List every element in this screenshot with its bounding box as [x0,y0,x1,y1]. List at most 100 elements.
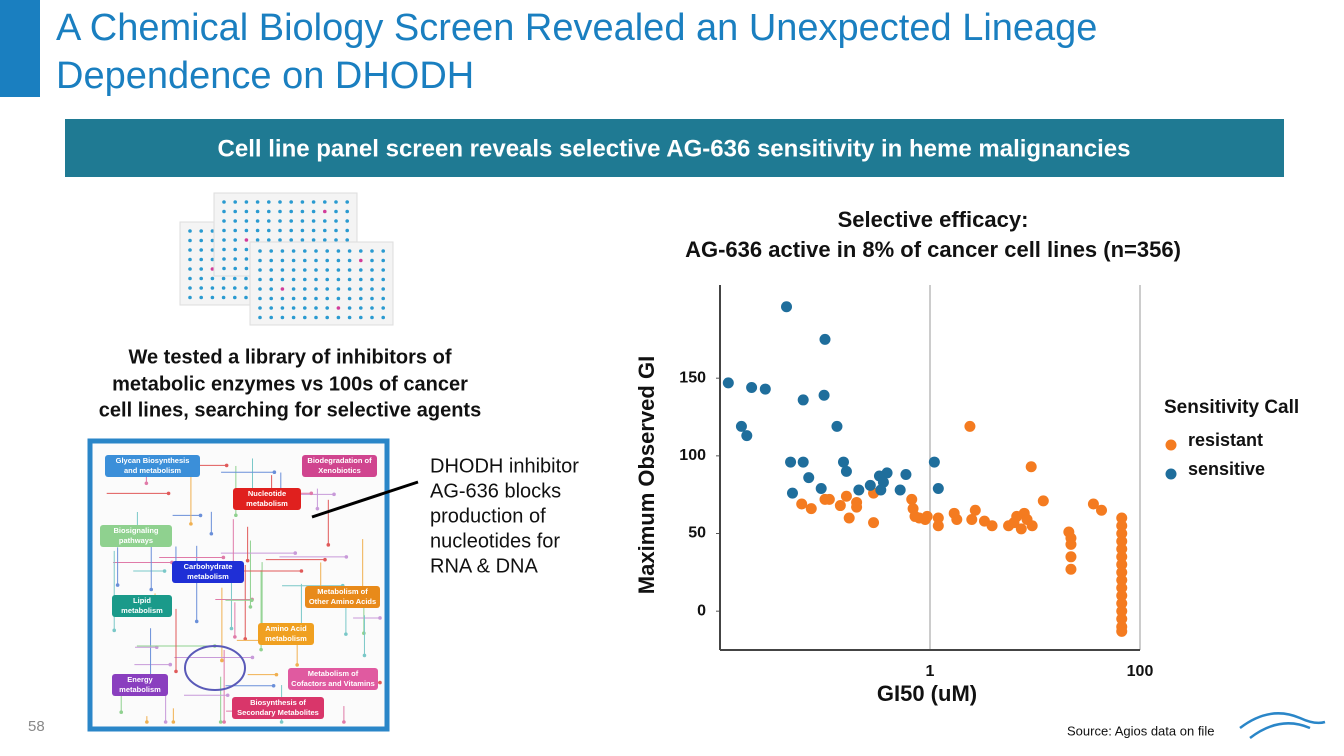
well [323,209,327,214]
legend-marker [1165,439,1177,451]
point [951,514,963,526]
well [347,277,352,282]
well [280,296,285,301]
well [300,200,305,204]
pathway-node [323,557,327,562]
map-label: metabolism [265,634,307,643]
map-label: Biosignaling [114,526,159,535]
map-label: Carbohydrate [184,562,233,571]
point [818,389,830,401]
map-label-box [233,488,301,510]
well [210,286,215,290]
well [323,200,327,204]
point [1065,538,1077,550]
well [370,268,374,272]
point [864,479,876,491]
map-label: Other Amino Acids [309,597,376,606]
well [244,247,249,252]
map-label: and metabolism [124,466,181,475]
well [300,209,305,214]
point [843,512,855,524]
legend-label: resistant [1188,430,1263,450]
map-label: Glycan Biosynthesis [116,456,190,465]
map-label: Energy [127,675,153,684]
callout: production of [430,505,546,527]
well [244,295,248,300]
well [221,276,226,281]
point [964,420,976,432]
well [311,219,316,223]
point [928,456,940,468]
pathway-node [243,637,248,641]
map-label-box [232,697,324,719]
pathway-node [115,583,120,587]
y-tick-label: 0 [697,602,706,619]
well [258,249,262,253]
point [900,468,912,480]
pathway-cycle [184,645,246,691]
pathway-node [309,491,314,496]
point [1116,605,1128,617]
well [291,258,296,263]
well [289,219,294,223]
well [278,228,282,233]
well [381,268,386,272]
point [722,377,734,389]
page-number: 58 [28,718,45,735]
point [1026,520,1038,532]
map-label: metabolism [246,499,288,508]
well [222,200,226,204]
x-tick-label: 100 [1127,663,1154,680]
point [834,500,846,512]
well [233,228,237,233]
well [255,238,260,242]
well [334,238,338,242]
pathway-node [163,720,168,724]
well [267,219,271,223]
well [233,286,237,290]
callout-arrow [311,480,419,519]
well [303,296,307,301]
well [233,266,237,271]
x-tick-label: 1 [926,663,935,680]
well [370,249,374,253]
well [303,315,307,320]
point [966,514,978,526]
well [221,286,226,290]
well [359,306,363,310]
well [222,266,226,271]
pathway-node [245,558,250,563]
well [210,276,215,281]
point [1087,498,1099,510]
well [347,249,352,253]
well [255,228,260,233]
pathway-node [221,555,226,560]
well [269,249,274,253]
well [325,258,330,263]
source: Source: Agios data on file [1067,723,1214,738]
well [188,248,192,252]
point [932,520,944,532]
well [370,258,374,263]
caption: We tested a library of inhibitors of [128,346,451,368]
point [1116,520,1128,532]
well [359,287,363,291]
point [1116,559,1128,571]
pathway-node [293,551,298,555]
pathway-node [248,605,253,609]
well [336,296,341,301]
point [1116,625,1128,637]
well [210,295,215,300]
well [314,306,318,310]
well [258,268,262,272]
well [267,209,271,214]
map-label-box [288,668,378,690]
well [199,238,203,243]
well [222,228,226,233]
well [303,287,307,291]
legend-title: Sensitivity Call [1164,397,1299,418]
point [921,510,933,522]
point [840,465,852,477]
